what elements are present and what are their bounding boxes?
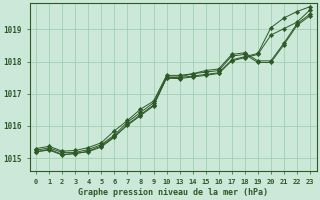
X-axis label: Graphe pression niveau de la mer (hPa): Graphe pression niveau de la mer (hPa) [78,188,268,197]
